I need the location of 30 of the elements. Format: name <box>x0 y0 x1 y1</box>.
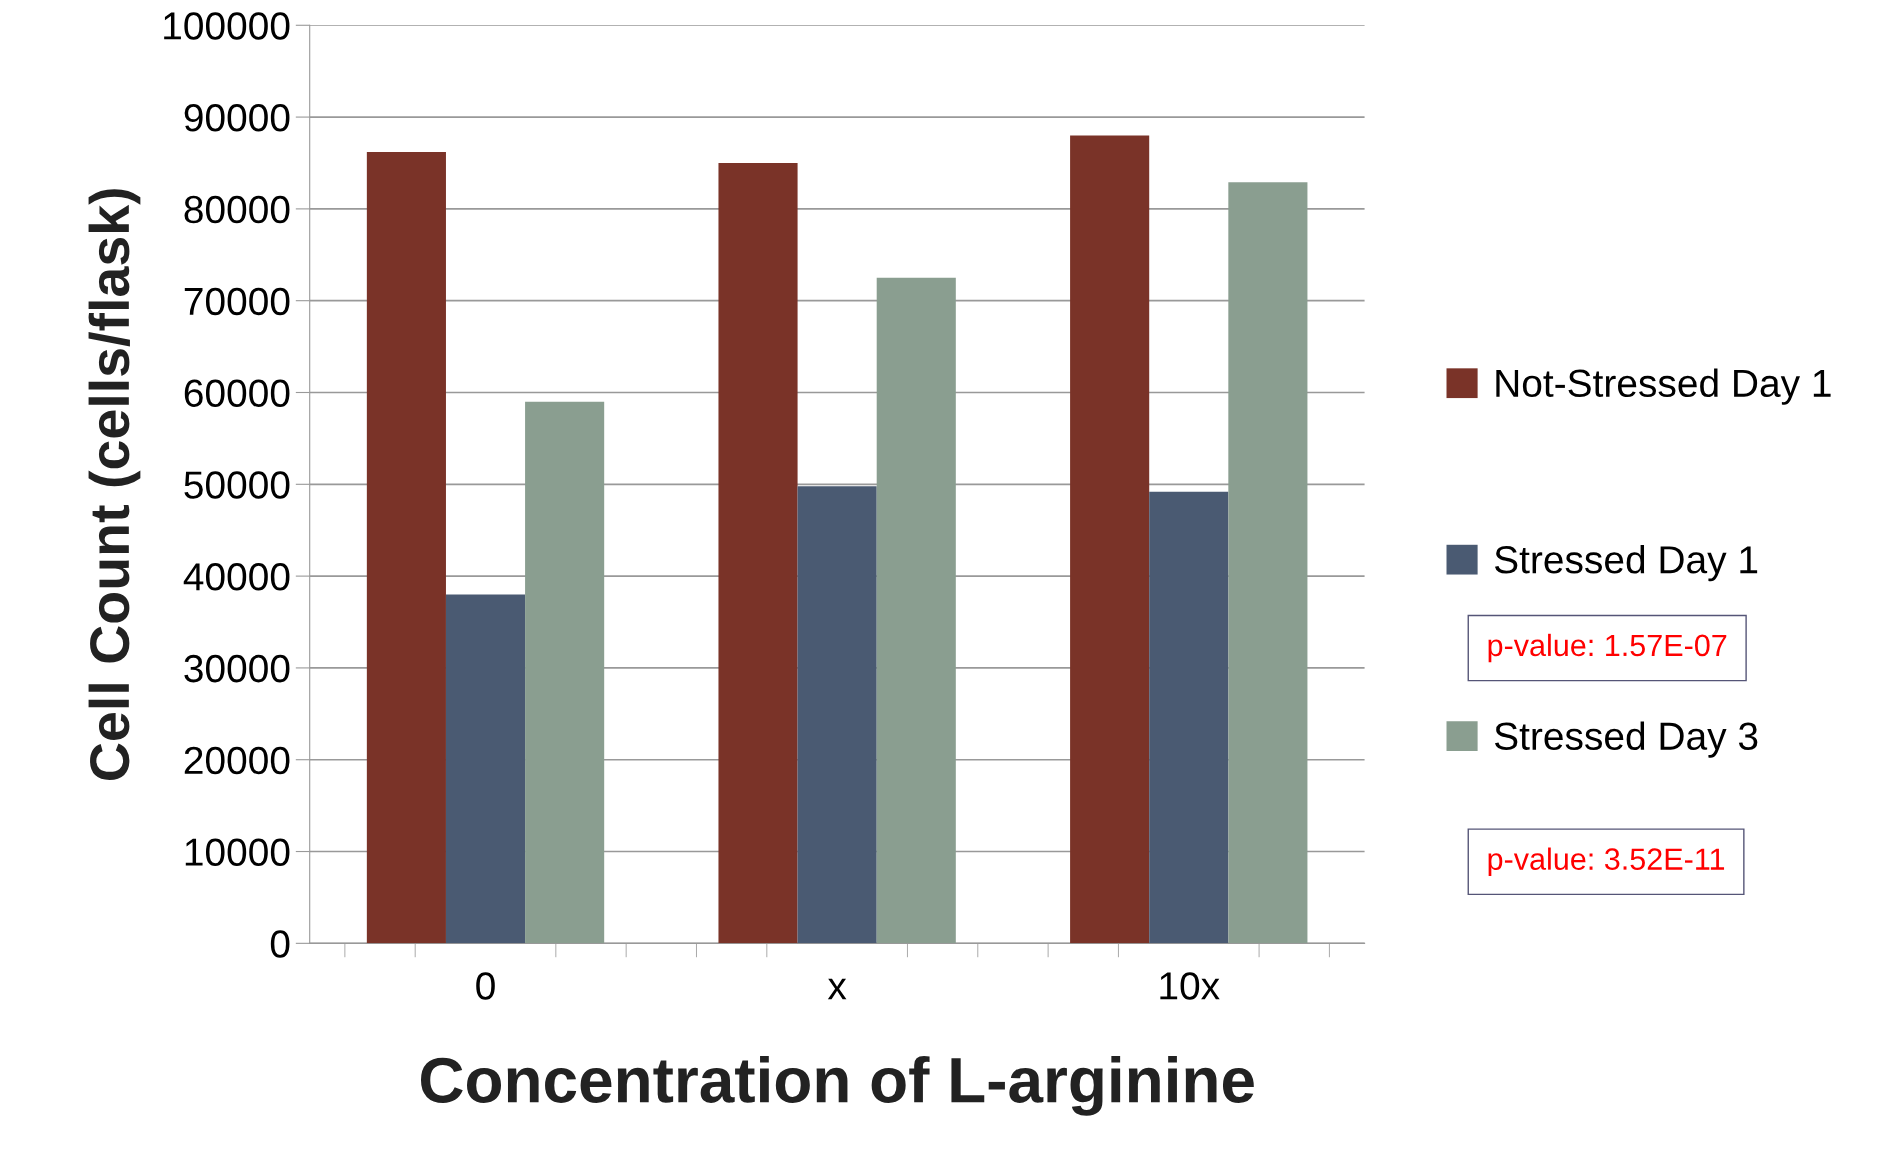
y-tick-label: 30000 <box>184 654 290 683</box>
y-tick-label: 50000 <box>184 471 290 499</box>
y-tick-label: 100000 <box>164 12 290 40</box>
y-tick-label: 40000 <box>183 563 290 591</box>
y-tick-label: 90000 <box>184 104 290 132</box>
text: p-value: 1.57E-07 <box>1488 633 1727 663</box>
y-tick-label: 10000 <box>185 838 290 866</box>
x-tick-label: 10x <box>1160 972 1220 1000</box>
bar <box>445 594 526 944</box>
y-axis-title: Cell Count (cells/flask) <box>88 189 141 780</box>
y-tick-label: 70000 <box>184 287 290 316</box>
bar <box>525 401 605 944</box>
text: p-value: 3.52E-11 <box>1488 847 1725 876</box>
bar <box>1070 135 1150 944</box>
y-tick-label: 20000 <box>184 746 290 775</box>
x-tick-label: 0 <box>476 972 495 1000</box>
bar <box>1149 491 1229 944</box>
legend-label: Stressed Day 3 <box>1494 721 1758 758</box>
bar <box>876 277 956 944</box>
x-tick-label: x <box>827 978 847 1000</box>
legend-label: Not-Stressed Day 1 <box>1496 368 1831 405</box>
bar <box>797 486 877 944</box>
y-tick-label: 60000 <box>184 379 290 407</box>
y-tick-label: 0 <box>270 930 290 958</box>
bar <box>718 162 798 944</box>
bar <box>366 151 446 944</box>
x-axis-title: Concentration of L-arginine <box>420 1055 1254 1116</box>
legend-label: Stressed Day 1 <box>1494 544 1758 582</box>
y-tick-label: 80000 <box>184 195 290 224</box>
bar <box>1228 182 1308 944</box>
